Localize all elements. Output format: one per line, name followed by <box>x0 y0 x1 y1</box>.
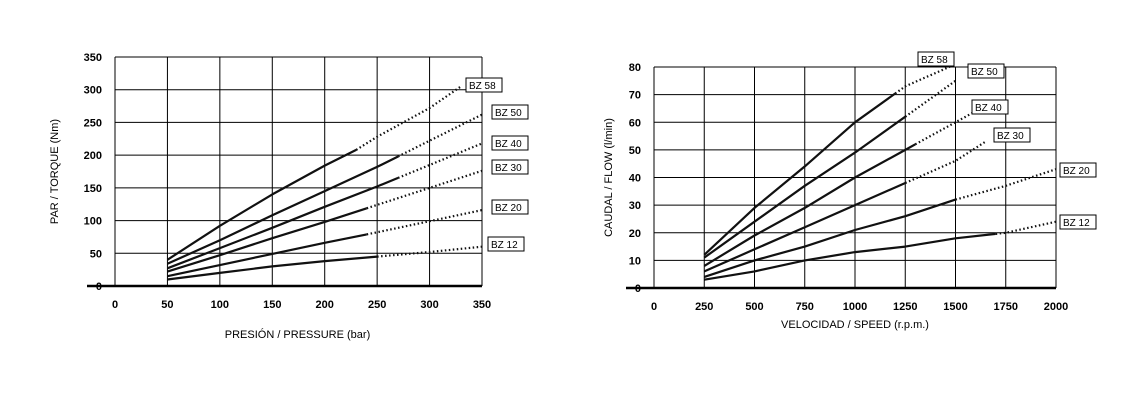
series-label-box <box>491 104 529 120</box>
y-tick-label: 40 <box>629 173 641 185</box>
series-line-dotted <box>904 79 957 118</box>
y-tick-label: 50 <box>90 248 102 260</box>
x-tick-label: 300 <box>420 299 438 311</box>
x-tick-label: 1250 <box>893 301 917 313</box>
series-label-box <box>993 127 1031 143</box>
series-line-solid <box>703 198 956 278</box>
series-label-box <box>967 63 1005 79</box>
series-line-dotted <box>955 168 1057 201</box>
x-tick-label: 1750 <box>994 301 1018 313</box>
series-line-dotted <box>366 209 483 236</box>
y-tick-label: 0 <box>96 281 102 293</box>
series-line-dotted <box>914 110 977 146</box>
x-tick-label: 0 <box>651 301 657 313</box>
series-line-solid <box>703 115 906 259</box>
x-tick-label: 0 <box>112 299 118 311</box>
series-label-box <box>971 99 1009 115</box>
x-tick-label: 200 <box>316 299 334 311</box>
series-line-solid <box>703 181 906 273</box>
x-tick-label: 2000 <box>1044 301 1068 313</box>
y-tick-label: 250 <box>84 117 102 129</box>
series-line-solid <box>167 207 368 273</box>
series-line-solid <box>166 155 399 265</box>
x-tick-label: 500 <box>745 301 763 313</box>
x-tick-label: 150 <box>263 299 281 311</box>
series-label: BZ 20 <box>1063 166 1090 177</box>
series-label: BZ 30 <box>495 163 522 174</box>
series-line-dotted <box>894 63 956 95</box>
series-label-box <box>1059 214 1097 230</box>
series-label-box <box>1059 162 1097 178</box>
flow-vs-speed-chart: 0 250 500 750 1000 1250 1500 1750 2000 0 10 20 30 40 5… <box>603 51 1097 331</box>
series-line-solid <box>167 176 399 270</box>
series-label: BZ 12 <box>491 240 518 251</box>
series-label: BZ 50 <box>971 67 998 78</box>
x-tick-label: 1000 <box>843 301 867 313</box>
y-tick-label: 0 <box>635 283 641 295</box>
series-label: BZ 40 <box>495 139 522 150</box>
series-line-solid <box>167 233 367 278</box>
y-axis-title: CAUDAL / FLOW (l/min) <box>603 118 615 237</box>
series-label-box <box>917 51 955 67</box>
y-tick-label: 20 <box>629 228 641 240</box>
x-tick-label: 50 <box>161 299 173 311</box>
series-label: BZ 12 <box>1063 218 1090 229</box>
x-tick-label: 250 <box>695 301 713 313</box>
series-line-dotted <box>377 245 483 258</box>
y-tick-label: 350 <box>84 52 102 64</box>
series-label-box <box>491 199 529 215</box>
y-tick-label: 50 <box>629 145 641 157</box>
x-axis-title: PRESIÓN / PRESSURE (bar) <box>225 328 370 341</box>
y-tick-label: 150 <box>84 183 102 195</box>
y-tick-label: 100 <box>84 216 102 228</box>
torque-vs-pressure-chart: 0 50 100 150 200 250 300 350 0 50 100 150 200 250 300 3… <box>49 52 529 341</box>
x-tick-label: 350 <box>473 299 491 311</box>
series-label-box <box>491 135 529 151</box>
series-label: BZ 58 <box>921 55 948 66</box>
series-line-dotted <box>397 142 483 179</box>
series-label: BZ 58 <box>469 81 496 92</box>
y-tick-label: 80 <box>629 62 641 74</box>
series-label-box <box>491 159 529 175</box>
y-axis-title: PAR / TORQUE (Nm) <box>49 119 61 224</box>
y-tick-label: 30 <box>629 200 641 212</box>
series-line-solid <box>167 255 378 281</box>
series-line-solid <box>703 92 896 256</box>
series-line-dotted <box>355 85 462 151</box>
series-label-box <box>487 236 525 252</box>
series-label-box <box>465 77 503 93</box>
y-tick-label: 300 <box>84 85 102 97</box>
x-tick-label: 750 <box>796 301 814 313</box>
series-label: BZ 20 <box>495 203 522 214</box>
series-label: BZ 50 <box>495 108 522 119</box>
y-tick-label: 60 <box>629 117 641 129</box>
x-tick-label: 100 <box>211 299 229 311</box>
series-line-solid <box>166 148 357 261</box>
x-tick-label: 250 <box>368 299 386 311</box>
y-tick-label: 70 <box>629 90 641 102</box>
x-tick-label: 1500 <box>943 301 967 313</box>
y-tick-label: 200 <box>84 150 102 162</box>
series-line-solid <box>703 143 916 267</box>
y-tick-label: 10 <box>629 255 641 267</box>
series-line-dotted <box>366 169 483 210</box>
series-line-dotted <box>397 113 483 158</box>
series-label: BZ 30 <box>997 131 1024 142</box>
series-line-dotted <box>904 140 987 185</box>
x-axis-title: VELOCIDAD / SPEED (r.p.m.) <box>781 319 929 331</box>
series-label: BZ 40 <box>975 103 1002 114</box>
series-line-solid <box>704 232 996 281</box>
series-line-dotted <box>995 220 1057 235</box>
